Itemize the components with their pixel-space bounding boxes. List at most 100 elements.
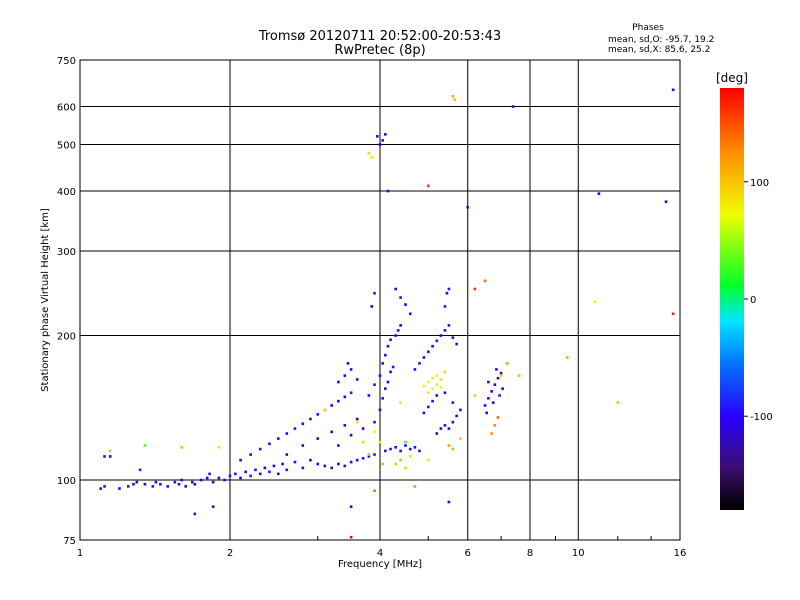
scatter-point — [370, 156, 374, 159]
scatter-point — [211, 505, 215, 508]
scatter-point — [276, 437, 280, 440]
scatter-point — [404, 303, 407, 306]
scatter-point — [431, 344, 434, 348]
scatter-point — [258, 472, 262, 476]
scatter-point — [330, 404, 334, 407]
x-tick-label: 6 — [465, 548, 471, 559]
scatter-point — [451, 95, 455, 98]
scatter-point — [443, 424, 447, 427]
colorbar-tick-label: 0 — [750, 295, 756, 306]
scatter-point — [431, 399, 434, 403]
scatter-point — [143, 482, 147, 486]
scatter-point — [386, 344, 390, 348]
scatter-point — [217, 446, 221, 449]
scatter-point — [443, 370, 447, 374]
scatter-point — [281, 462, 284, 466]
scatter-point — [443, 329, 447, 332]
scatter-point — [205, 476, 209, 480]
scatter-point — [177, 482, 181, 486]
scatter-point — [268, 442, 271, 446]
scatter-point — [671, 88, 675, 92]
phase-box-line-o: mean, sd,O: -95.7, 19.2 — [608, 35, 714, 45]
scatter-point — [565, 356, 569, 359]
scatter-point — [404, 466, 407, 470]
scatter-point — [285, 468, 289, 472]
scatter-point — [349, 460, 353, 464]
scatter-point — [389, 447, 392, 451]
grid-lines — [80, 60, 680, 540]
scatter-point — [316, 437, 320, 440]
scatter-point — [445, 291, 449, 295]
scatter-point — [223, 478, 226, 482]
scatter-point — [143, 444, 147, 447]
scatter-point — [499, 371, 503, 375]
scatter-point — [99, 487, 102, 490]
scatter-point — [343, 424, 347, 427]
scatter-point — [426, 405, 430, 409]
scatter-point — [349, 505, 353, 508]
scatter-point — [285, 432, 289, 435]
y-axis-label: Stationary phase Virtual Height [km] — [40, 208, 51, 392]
scatter-point — [190, 480, 194, 484]
scatter-point — [426, 184, 430, 188]
scatter-point — [154, 480, 158, 484]
scatter-point — [343, 395, 347, 399]
phase-box-line-x: mean, sd,X: 85.6, 25.2 — [608, 45, 710, 55]
scatter-point — [447, 500, 451, 504]
scatter-point — [443, 391, 447, 395]
scatter-point — [451, 401, 455, 404]
scatter-point — [323, 464, 327, 468]
scatter-point — [166, 485, 170, 488]
scatter-point — [404, 440, 407, 444]
scatter-point — [394, 446, 397, 449]
scatter-point — [151, 485, 155, 488]
scatter-point — [193, 512, 197, 516]
scatter-point — [386, 380, 390, 384]
scatter-point — [597, 192, 601, 195]
scatter-point — [491, 401, 495, 404]
scatter-point — [208, 472, 211, 476]
scatter-point — [258, 447, 262, 451]
scatter-point — [426, 458, 430, 462]
scatter-point — [375, 135, 379, 138]
scatter-point — [381, 362, 384, 365]
scatter-point — [301, 422, 305, 426]
scatter-point — [496, 376, 500, 380]
scatter-point — [361, 456, 365, 460]
scatter-point — [378, 440, 382, 444]
scatter-point — [355, 378, 359, 381]
scatter-point — [349, 391, 353, 395]
colorbar-ticks: 100 0 -100 — [744, 178, 773, 423]
phase-box-title: Phases — [632, 23, 664, 33]
scatter-point — [381, 462, 384, 466]
scatter-point — [413, 485, 417, 488]
scatter-point — [501, 387, 504, 390]
scatter-point — [496, 416, 500, 419]
scatter-point — [293, 427, 297, 430]
scatter-point — [487, 380, 490, 384]
scatter-point — [355, 417, 359, 421]
scatter-point — [394, 287, 397, 291]
scatter-point — [234, 472, 237, 476]
scatter-point — [408, 447, 412, 451]
scatter-point — [103, 455, 106, 458]
scatter-point — [418, 449, 421, 453]
scatter-point — [337, 399, 340, 403]
scatter-point — [239, 458, 242, 462]
scatter-point — [239, 476, 242, 480]
scatter-point — [435, 339, 439, 343]
scatter-point — [505, 362, 509, 365]
scatter-point — [378, 408, 382, 412]
scatter-point — [330, 430, 334, 434]
y-tick-label: 100 — [57, 476, 76, 487]
scatter-point — [418, 362, 421, 365]
scatter-point — [343, 374, 347, 377]
scatter-point — [435, 394, 439, 397]
scatter-point — [193, 482, 197, 486]
scatter-point — [384, 133, 387, 136]
scatter-point — [355, 420, 359, 424]
x-tick-labels: 1 2 4 6 8 10 16 — [77, 548, 687, 559]
chart-subtitle: RwPretec (8p) — [334, 43, 425, 58]
y-tick-label: 500 — [57, 141, 76, 152]
scatter-point — [389, 370, 392, 374]
